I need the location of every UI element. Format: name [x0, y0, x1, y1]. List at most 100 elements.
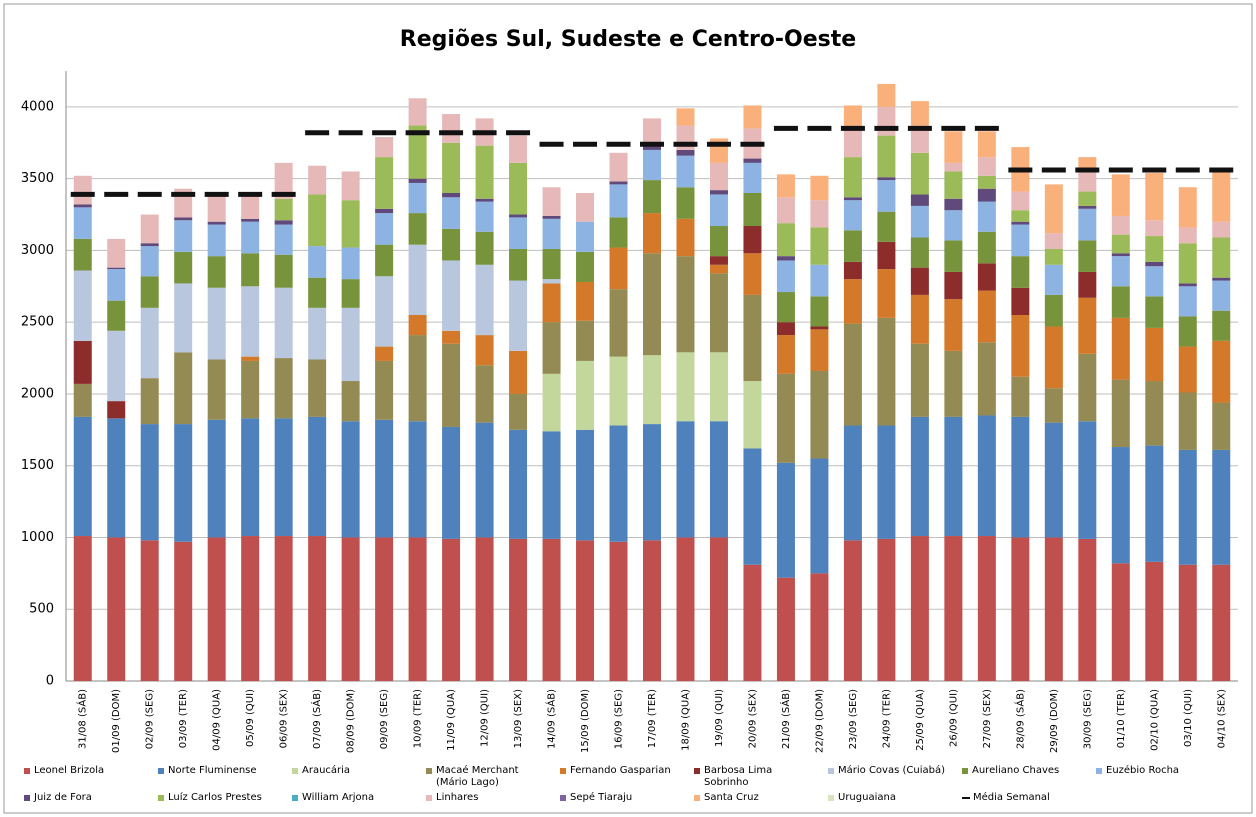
bar-segment	[107, 537, 126, 681]
bar-segment	[609, 247, 628, 290]
bar-segment	[274, 358, 293, 419]
bar-segment	[676, 108, 695, 126]
bar-segment	[509, 538, 528, 681]
bar-segment	[676, 187, 695, 219]
bar-segment	[542, 373, 561, 432]
bar-segment	[542, 431, 561, 539]
legend-label: Santa Cruz	[704, 792, 759, 803]
bar-segment	[910, 101, 929, 126]
bar-segment	[877, 135, 896, 178]
bar-segment	[207, 221, 226, 225]
x-tick-label: 23/09 (SEG)	[848, 689, 859, 749]
bar-segment	[676, 155, 695, 188]
bar-segment	[174, 283, 193, 353]
bar-segment	[241, 195, 260, 219]
bar-segment	[308, 194, 327, 247]
bar-segment	[1078, 157, 1097, 169]
bar-segment	[776, 462, 795, 578]
bar-segment	[877, 106, 896, 136]
x-tick-label: 12/09 (QUI)	[480, 689, 491, 747]
bar-segment	[843, 425, 862, 541]
bar-segment	[877, 83, 896, 107]
bar-segment	[643, 145, 661, 150]
bar-segment	[944, 162, 963, 172]
bar-segment	[207, 195, 226, 222]
bar-segment	[709, 162, 728, 191]
bar-segment	[910, 416, 929, 537]
bar-segment	[1044, 294, 1063, 327]
bar-segment	[676, 537, 695, 681]
legend-item: Aureliano Chaves	[962, 765, 1087, 777]
bar-segment	[1078, 240, 1097, 272]
bar-segment	[241, 286, 260, 357]
bar-segment	[810, 370, 829, 459]
bar-segment	[776, 373, 795, 463]
legend-marker	[694, 768, 700, 774]
bar-segment	[709, 226, 728, 257]
bar-segment	[174, 220, 193, 252]
bar-segment	[877, 177, 896, 181]
chart-title: Regiões Sul, Sudeste e Centro-Oeste	[400, 27, 856, 52]
bar-segment	[542, 322, 561, 374]
x-tick-label: 30/09 (SEG)	[1082, 689, 1093, 749]
bar-segment	[274, 162, 293, 199]
bar-segment	[341, 307, 360, 382]
bar-segment	[1212, 310, 1231, 341]
bar-segment	[776, 335, 795, 374]
bar-segment	[709, 273, 728, 353]
bar-segment	[1044, 422, 1063, 538]
bar-segment	[274, 254, 293, 288]
bar-segment	[1078, 205, 1097, 209]
bar-segment	[977, 415, 996, 537]
bar-segment	[643, 180, 661, 214]
bar-segment	[609, 425, 628, 542]
bar-segment	[375, 276, 394, 347]
bar-segment	[1078, 538, 1097, 681]
bar-segment	[542, 279, 561, 284]
bar-segment	[1044, 326, 1063, 389]
bar-segment	[207, 224, 226, 257]
x-tick-label: 08/09 (DOM)	[346, 689, 357, 753]
bar-segment	[341, 421, 360, 538]
bar-segment	[910, 205, 929, 238]
legend-item: Linhares	[426, 792, 551, 804]
bar-segment	[509, 162, 528, 215]
bar-segment	[1011, 376, 1030, 417]
bar-segment	[1111, 253, 1130, 257]
x-tick-label: 24/09 (TER)	[881, 689, 892, 748]
bar-segment	[274, 220, 293, 225]
bar-segment	[542, 215, 561, 219]
bar-segment	[408, 335, 427, 422]
legend-marker	[158, 795, 164, 801]
bar-segment	[1145, 236, 1164, 262]
x-tick-label: 18/09 (QUA)	[680, 689, 691, 751]
bar-segment	[944, 350, 963, 417]
x-tick-label: 09/09 (SEG)	[379, 689, 390, 749]
bar-segment	[408, 125, 427, 179]
bar-segment	[509, 248, 528, 281]
bar-segment	[709, 256, 728, 265]
x-tick-label: 02/10 (QUA)	[1149, 689, 1160, 751]
legend-label: Média Semanal	[973, 792, 1050, 803]
bar-segment	[1212, 340, 1231, 403]
legend-item: Macaé Merchant (Mário Lago)	[426, 765, 551, 789]
bar-segment	[843, 200, 862, 231]
bar-segment	[73, 536, 92, 681]
bar-segment	[509, 217, 528, 249]
bar-segment	[308, 359, 327, 417]
bar-segment	[375, 360, 394, 420]
bar-segment	[241, 253, 260, 287]
bar-segment	[509, 429, 528, 539]
x-tick-label: 03/10 (QUI)	[1183, 689, 1194, 747]
bar-segment	[475, 198, 494, 202]
bar-segment	[140, 246, 159, 277]
bar-segment	[676, 352, 695, 422]
bar-segment	[140, 378, 159, 425]
legend-item: Juiz de Fora	[24, 792, 149, 804]
y-tick-label: 3500	[21, 171, 54, 186]
bar-segment	[107, 300, 126, 331]
bar-segment	[274, 224, 293, 255]
bar-segment	[843, 105, 862, 130]
bar-segment	[375, 419, 394, 538]
